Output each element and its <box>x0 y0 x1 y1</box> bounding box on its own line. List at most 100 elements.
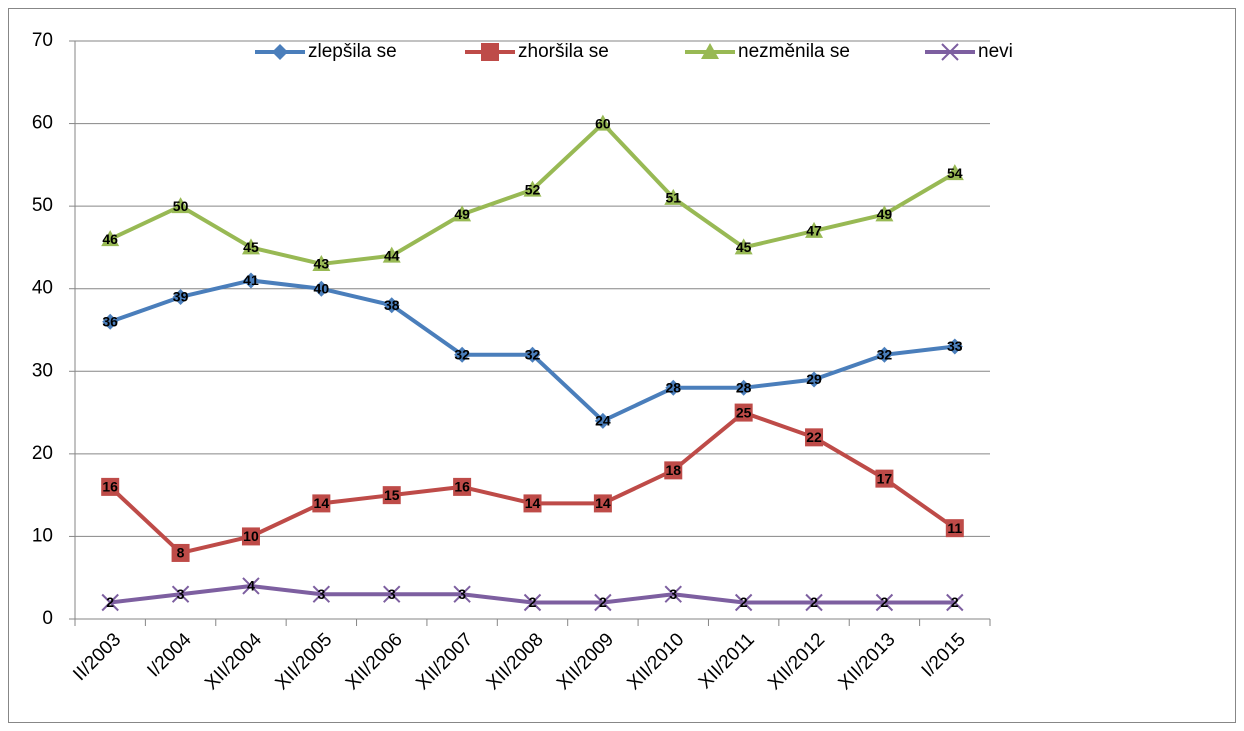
data-point <box>946 593 964 612</box>
data-label: 51 <box>665 190 681 206</box>
data-label: 3 <box>177 586 185 602</box>
data-point <box>735 379 752 396</box>
legend-marker <box>701 43 719 59</box>
data-point <box>241 238 260 255</box>
data-point <box>734 238 753 255</box>
data-label: 2 <box>529 594 537 610</box>
y-tick-label: 50 <box>32 195 53 216</box>
data-point <box>876 346 893 363</box>
legend-label: nevi <box>978 41 1013 62</box>
data-label: 43 <box>314 256 330 272</box>
data-label: 49 <box>454 206 470 222</box>
data-point <box>383 297 400 314</box>
data-label: 2 <box>106 594 114 610</box>
data-label: 46 <box>102 231 118 247</box>
data-label: 44 <box>384 247 400 263</box>
data-point <box>523 180 542 197</box>
data-label: 2 <box>740 594 748 610</box>
y-tick-label: 20 <box>32 443 53 464</box>
data-point <box>875 593 894 612</box>
data-point <box>453 585 471 603</box>
data-label: 28 <box>665 380 681 396</box>
y-tick-label: 70 <box>32 30 53 51</box>
y-tick-label: 60 <box>32 113 53 134</box>
data-label: 16 <box>454 479 470 495</box>
data-label: 22 <box>806 429 822 445</box>
data-point <box>664 461 683 480</box>
data-label: 8 <box>177 545 185 561</box>
data-point <box>171 543 190 562</box>
data-label: 39 <box>173 289 189 305</box>
legend-label: zlepšila se <box>308 41 397 62</box>
data-point <box>594 593 612 612</box>
legend-marker <box>941 43 959 61</box>
legend-marker <box>272 44 288 60</box>
data-point <box>875 205 894 222</box>
data-label: 2 <box>599 594 607 610</box>
data-point <box>101 593 119 612</box>
data-point <box>171 585 190 603</box>
y-tick-label: 40 <box>32 278 53 299</box>
data-label: 32 <box>877 346 893 362</box>
data-point <box>734 593 753 612</box>
data-label: 54 <box>947 165 963 181</box>
data-label: 45 <box>736 239 752 255</box>
legend-marker <box>481 43 499 61</box>
data-label: 3 <box>388 586 396 602</box>
data-point <box>313 280 330 297</box>
data-point <box>382 246 401 263</box>
y-tick-label: 30 <box>32 360 53 381</box>
data-point <box>242 272 259 289</box>
data-label: 41 <box>243 272 259 288</box>
data-label: 16 <box>102 479 118 495</box>
data-point <box>593 494 612 513</box>
data-label: 2 <box>881 594 889 610</box>
data-point <box>523 593 542 612</box>
data-label: 38 <box>384 297 400 313</box>
data-point <box>523 494 542 513</box>
data-label: 2 <box>810 594 818 610</box>
data-point <box>241 527 260 546</box>
data-label: 40 <box>314 280 330 296</box>
data-point <box>312 254 331 271</box>
data-label: 45 <box>243 239 259 255</box>
data-point <box>101 230 120 247</box>
data-point <box>875 469 894 488</box>
data-label: 47 <box>806 223 822 239</box>
data-point <box>664 585 682 603</box>
data-point <box>593 114 612 131</box>
data-point <box>805 221 824 238</box>
data-label: 52 <box>525 181 541 197</box>
data-label: 29 <box>806 371 822 387</box>
data-label: 3 <box>317 586 325 602</box>
data-point <box>171 197 190 214</box>
data-point <box>101 477 120 496</box>
data-point <box>453 205 472 222</box>
data-point <box>172 288 189 305</box>
legend-label: zhoršila se <box>518 41 609 62</box>
data-point <box>312 494 331 513</box>
data-label: 11 <box>947 520 962 536</box>
data-point <box>945 164 964 181</box>
data-label: 33 <box>947 338 963 354</box>
data-point <box>242 577 260 595</box>
data-label: 36 <box>102 313 118 329</box>
data-point <box>312 585 331 603</box>
data-label: 3 <box>458 586 466 602</box>
data-point <box>734 403 753 422</box>
data-point <box>102 313 119 330</box>
data-label: 25 <box>736 404 752 420</box>
data-label: 3 <box>669 586 677 602</box>
data-label: 49 <box>877 206 893 222</box>
data-point <box>945 519 964 538</box>
data-point <box>664 188 683 205</box>
data-point <box>805 593 823 612</box>
data-point <box>594 412 611 429</box>
data-point <box>665 379 682 396</box>
data-label: 2 <box>951 594 959 610</box>
data-label: 15 <box>384 487 400 503</box>
data-label: 28 <box>736 380 752 396</box>
data-label: 14 <box>314 495 330 511</box>
data-point <box>383 585 401 603</box>
